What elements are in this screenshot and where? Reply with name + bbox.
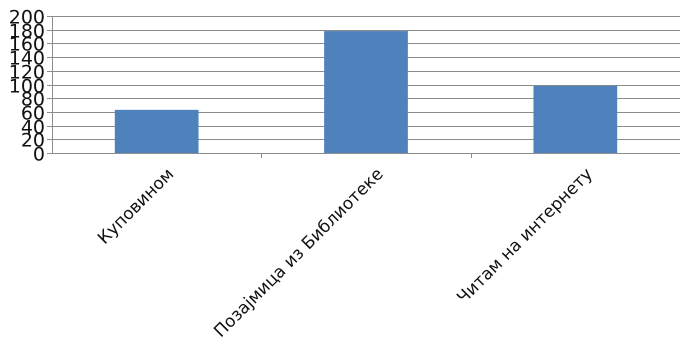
bars [114,31,618,153]
y-tick-label: 180 [9,21,45,43]
bar [324,31,408,153]
y-tick-label: 100 [9,76,45,98]
category-label: Позајмица из Библиотеке [210,164,387,341]
bar [114,109,199,153]
category-labels: Куповином Позајмица из Библиотеке Читам на… [94,164,597,341]
y-tick-label: 0 [33,144,45,166]
y-tick-label: 40 [21,117,45,139]
y-tick-label: 20 [21,130,45,152]
category-label: Читам на интернету [453,164,597,308]
bar [533,85,618,153]
y-tick-label: 80 [21,89,45,111]
axes [47,16,680,158]
y-tick-label: 160 [9,34,45,56]
y-tick-label: 140 [9,48,45,70]
y-tick-label: 60 [21,103,45,125]
y-tick-label: 200 [9,7,45,29]
category-label: Куповином [94,164,178,248]
y-tick-label: 120 [9,62,45,84]
